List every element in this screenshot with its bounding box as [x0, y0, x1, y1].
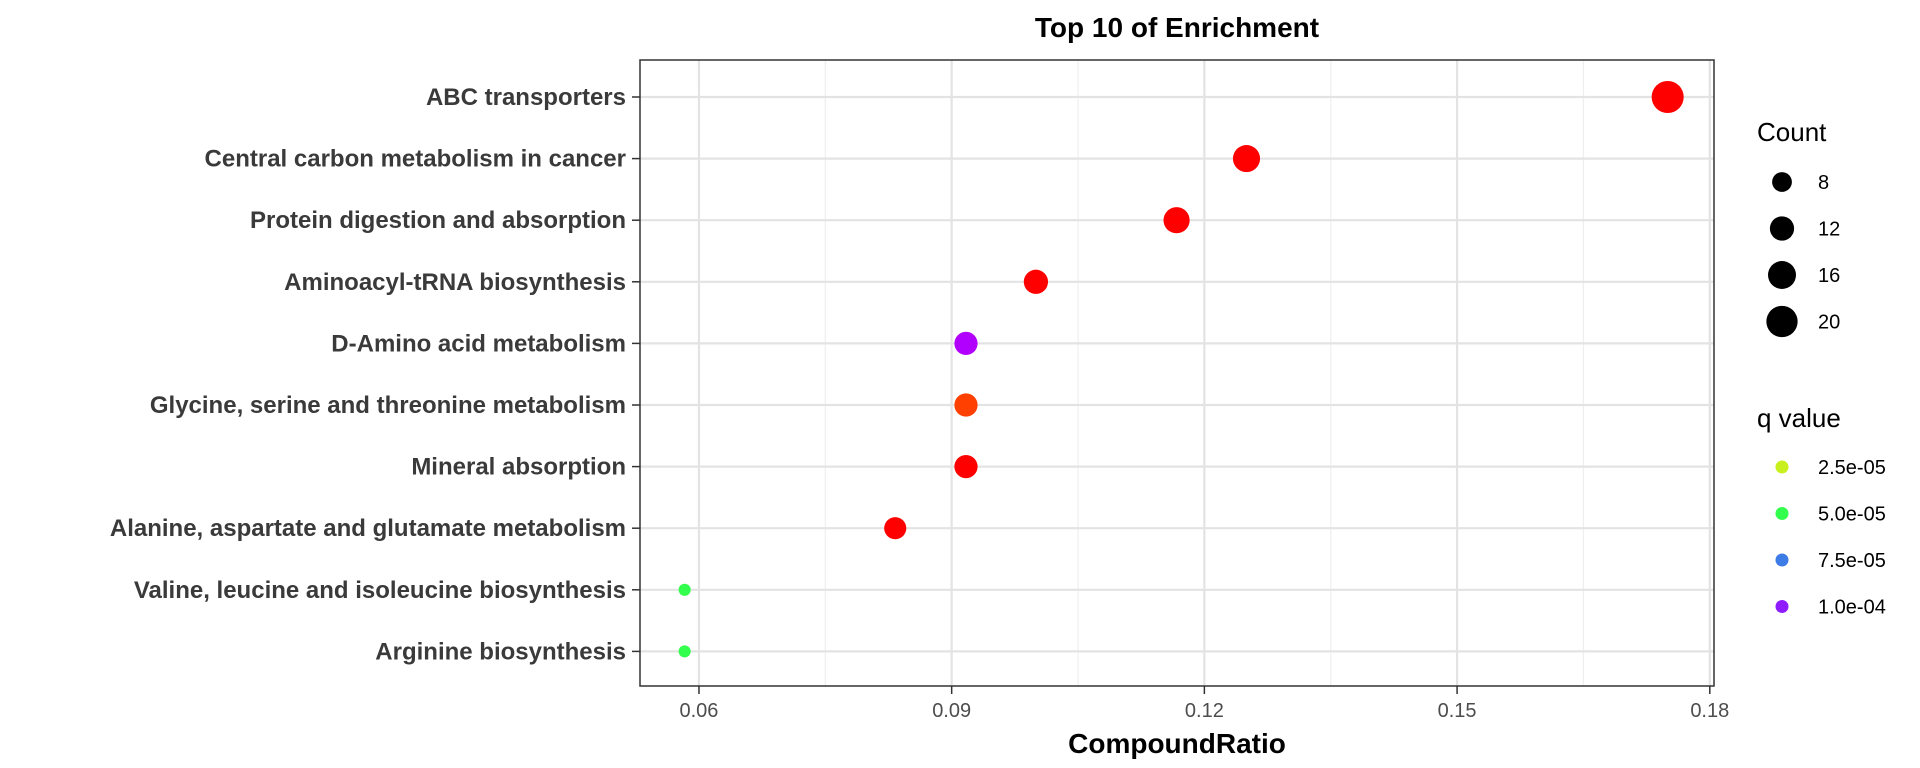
legend-count-label: 12 — [1818, 219, 1840, 241]
data-point — [954, 454, 978, 479]
legend-count: 8 12 16 20 — [1766, 172, 1840, 338]
y-tick-labels: ABC transporters Central carbon metabolis… — [110, 84, 640, 665]
y-tick-label: Glycine, serine and threonine metabolism — [150, 392, 626, 419]
legend-q: 2.5e-05 5.0e-05 7.5e-05 1.0e-04 — [1775, 457, 1886, 619]
legend-count-key — [1766, 305, 1798, 338]
legend-q-title: q value — [1757, 403, 1841, 433]
legend-count-title: Count — [1757, 117, 1827, 147]
y-tick-label: Alanine, aspartate and glutamate metabol… — [110, 515, 626, 542]
x-tick-label: 0.09 — [932, 700, 971, 722]
legend-count-key — [1772, 172, 1792, 192]
x-tick-label: 0.06 — [679, 700, 718, 722]
legend-q-key — [1775, 507, 1789, 520]
y-tick-label: ABC transporters — [426, 84, 626, 111]
data-point — [954, 393, 978, 417]
data-point — [1651, 80, 1684, 114]
data-point — [678, 645, 691, 658]
plot-panel-border — [639, 59, 1715, 687]
legend-q-label: 2.5e-05 — [1818, 457, 1886, 479]
data-point — [884, 517, 907, 540]
legend-q-label: 5.0e-05 — [1818, 504, 1886, 526]
legend-count-label: 20 — [1818, 312, 1840, 334]
x-tick-label: 0.15 — [1438, 700, 1477, 722]
y-tick-label: Aminoacyl-tRNA biosynthesis — [284, 269, 626, 296]
data-points — [678, 80, 1684, 658]
legend-q-key — [1775, 553, 1789, 567]
chart-title: Top 10 of Enrichment — [1035, 12, 1319, 43]
legend-count-label: 8 — [1818, 172, 1829, 194]
data-point — [1023, 269, 1049, 294]
data-point — [1163, 207, 1190, 234]
y-tick-label: Mineral absorption — [411, 454, 626, 481]
data-point — [678, 583, 691, 596]
legend-q-label: 7.5e-05 — [1818, 550, 1886, 572]
y-tick-label: Valine, leucine and isoleucine biosynthe… — [134, 577, 626, 604]
legend-q-key — [1775, 460, 1789, 474]
y-tick-label: D-Amino acid metabolism — [331, 330, 626, 357]
legend-count-key — [1768, 261, 1796, 289]
legend-count-key — [1769, 216, 1795, 241]
x-tick-label: 0.12 — [1185, 700, 1224, 722]
x-tick-label: 0.18 — [1690, 700, 1729, 722]
grid — [640, 60, 1714, 686]
data-point — [954, 331, 978, 356]
y-tick-label: Arginine biosynthesis — [375, 638, 626, 665]
x-axis-label: CompoundRatio — [1068, 728, 1286, 759]
legend-count-label: 16 — [1818, 265, 1840, 287]
y-tick-label: Protein digestion and absorption — [250, 207, 626, 234]
legend-q-key — [1775, 600, 1789, 613]
x-ticks: 0.06 0.09 0.12 0.15 0.18 — [679, 686, 1729, 722]
y-tick-label: Central carbon metabolism in cancer — [205, 146, 626, 173]
data-point — [1232, 145, 1261, 173]
legend-q-label: 1.0e-04 — [1818, 597, 1886, 619]
